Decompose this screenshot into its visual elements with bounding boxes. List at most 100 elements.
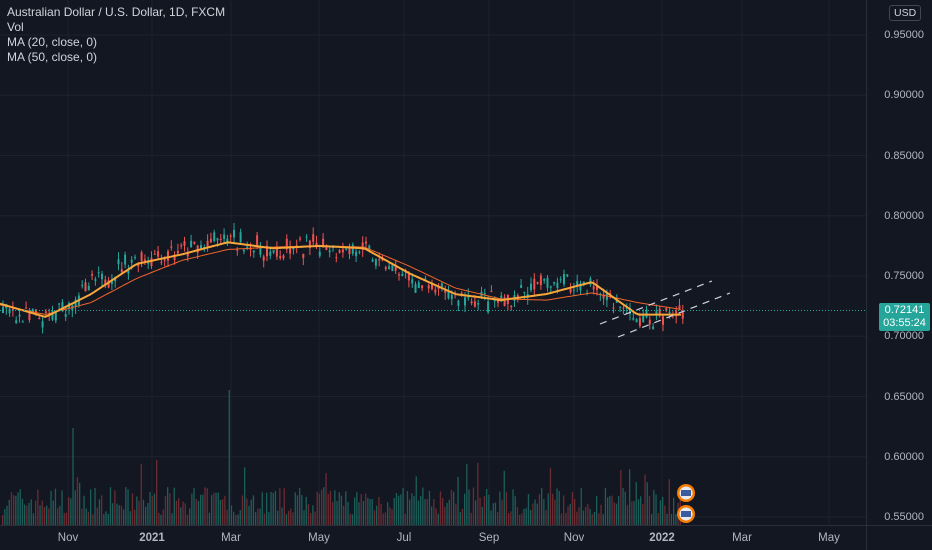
volume-bar <box>554 499 556 525</box>
volume-bar <box>532 503 534 525</box>
volume-bar <box>28 503 30 525</box>
candle-body <box>681 311 684 319</box>
time-tick-label: Mar <box>221 532 241 544</box>
volume-bar <box>268 512 270 525</box>
candle-body <box>632 317 635 320</box>
volume-bar <box>607 497 609 525</box>
time-scale[interactable]: Nov 2021 Mar May Jul Sep Nov 2022 Mar May <box>0 525 866 550</box>
candle-body <box>612 307 615 309</box>
time-tick-label: 2022 <box>649 532 675 544</box>
price-chart[interactable] <box>0 0 866 525</box>
volume-bar <box>501 499 503 525</box>
volume-bar <box>285 514 288 525</box>
volume-bar <box>244 467 246 525</box>
volume-bar <box>32 513 35 525</box>
volume-bar <box>613 502 615 525</box>
volume-indicator-label[interactable]: Vol <box>7 20 24 34</box>
candle-body <box>81 285 84 287</box>
price-tick-label: 0.70000 <box>884 330 924 343</box>
volume-bar <box>120 505 123 525</box>
volume-bar <box>290 508 292 525</box>
candle-body <box>216 238 219 241</box>
volume-bar <box>13 495 15 525</box>
volume-bar <box>127 489 129 525</box>
volume-bar <box>171 513 173 525</box>
symbol-title[interactable]: Australian Dollar / U.S. Dollar, 1D, FXC… <box>7 5 226 19</box>
volume-bar <box>57 507 59 525</box>
price-tick-label: 0.90000 <box>884 89 924 102</box>
candle-body <box>223 234 226 239</box>
volume-bar <box>622 488 624 525</box>
volume-bar <box>635 482 637 525</box>
candle-body <box>662 316 664 325</box>
volume-bar <box>453 491 455 525</box>
candle-body <box>308 240 311 249</box>
candle-body <box>368 245 371 251</box>
candle-body <box>645 309 648 318</box>
volume-bar <box>437 513 439 525</box>
volume-bar <box>365 493 367 525</box>
volume-bar <box>492 503 494 525</box>
volume-bar <box>296 495 299 525</box>
candle-body <box>97 272 100 274</box>
volume-bar <box>631 501 633 525</box>
candle-body <box>678 305 681 309</box>
candle-body <box>559 279 562 281</box>
volume-bar <box>541 488 543 525</box>
price-scale[interactable]: 0.95000 0.90000 0.85000 0.80000 0.75000 0.700… <box>866 0 932 525</box>
volume-bar <box>224 495 226 525</box>
candle-body <box>31 308 34 313</box>
ma20-indicator-label[interactable]: MA (20, close, 0) <box>7 35 98 49</box>
candle-body <box>371 259 374 262</box>
volume-bar <box>259 508 261 525</box>
volume-bar <box>380 503 382 525</box>
candle-body <box>437 286 440 289</box>
candle-body <box>176 250 179 254</box>
volume-bar <box>521 513 523 525</box>
volume-bar <box>206 488 208 525</box>
candle-body <box>394 265 397 271</box>
price-tick-label: 0.85000 <box>884 149 924 162</box>
candle-body <box>503 297 506 306</box>
volume-bar <box>587 504 589 525</box>
candle-body <box>464 297 466 306</box>
candle-body <box>401 273 404 276</box>
candle-body <box>170 246 173 248</box>
volume-bar <box>219 499 222 525</box>
currency-button[interactable]: USD <box>889 5 922 21</box>
candle-body <box>569 288 572 293</box>
volume-bar <box>125 487 127 525</box>
volume-bar <box>569 503 571 525</box>
volume-bar <box>272 492 274 525</box>
volume-bar <box>549 467 552 525</box>
volume-bar <box>413 495 415 525</box>
volume-bar <box>560 513 563 525</box>
volume-bar <box>538 494 541 525</box>
volume-bar <box>167 487 169 525</box>
volume-bar <box>387 502 389 525</box>
chart-legend: Australian Dollar / U.S. Dollar, 1D, FXC… <box>7 5 225 65</box>
volume-bar <box>301 495 303 525</box>
volume-bar <box>475 500 477 525</box>
volume-bar <box>112 503 114 525</box>
candle-body <box>411 279 414 284</box>
volume-bar <box>241 495 244 525</box>
volume-bar <box>499 491 501 525</box>
ma50-indicator-label[interactable]: MA (50, close, 0) <box>7 50 98 64</box>
volume-bar <box>362 501 365 525</box>
volume-bar <box>648 496 651 525</box>
candle-body <box>470 301 473 304</box>
volume-bar <box>490 510 492 525</box>
volume-bar <box>367 497 369 525</box>
volume-bar <box>376 505 378 525</box>
candle-body <box>473 301 476 307</box>
volume-bar <box>303 510 305 525</box>
candle-body <box>25 307 28 309</box>
volume-bar <box>83 495 85 525</box>
candle-body <box>539 275 542 286</box>
volume-bar <box>486 488 488 525</box>
candle-body <box>576 281 579 286</box>
candle-body <box>186 253 189 257</box>
volume-bar <box>274 490 277 525</box>
volume-bar <box>349 513 351 525</box>
